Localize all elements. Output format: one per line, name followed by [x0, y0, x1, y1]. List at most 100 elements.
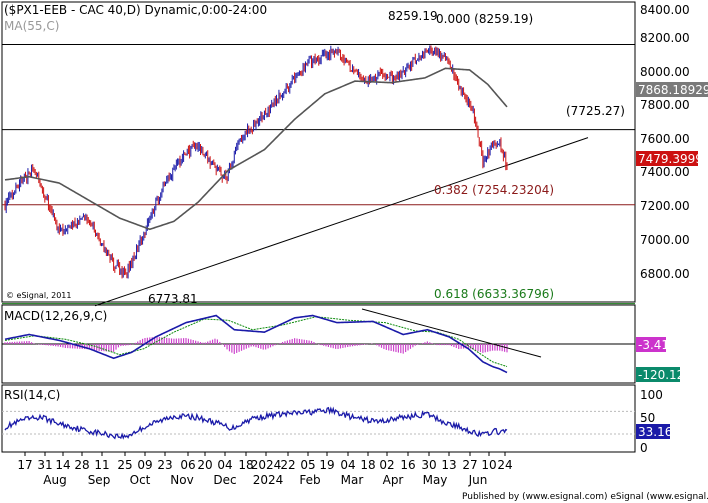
- macd-hist-336: [409, 344, 412, 349]
- macd-hist-330: [402, 344, 404, 354]
- macd-hist-362: [441, 344, 443, 346]
- macd-hist-408: [496, 344, 498, 351]
- macd-hist-94: [117, 344, 120, 348]
- candles: [4, 45, 508, 279]
- x-tick-16: 04: [340, 458, 355, 472]
- macd-hist-252: [308, 340, 310, 344]
- macd-hist-96: [120, 344, 122, 347]
- macd-hist-166: [204, 342, 206, 344]
- macd-hist-198: [243, 344, 245, 350]
- macd-hist-290: [354, 344, 356, 346]
- x-tick-14: 05: [300, 458, 315, 472]
- macd-hist-20: [28, 341, 30, 344]
- month-label-9: May: [423, 473, 448, 487]
- macd-hist-274: [335, 344, 337, 349]
- macd-hist-200: [245, 344, 247, 349]
- macd-trendline: [361, 308, 542, 358]
- price-tick-7600: 7600.00: [640, 132, 690, 146]
- macd-hist-216: [265, 344, 267, 350]
- macd-hist-34: [45, 344, 47, 346]
- macd-hist-234: [286, 340, 288, 344]
- macd-hist-110: [137, 341, 139, 344]
- macd-hist-410: [499, 344, 501, 351]
- macd-hist-192: [236, 344, 238, 353]
- macd-hist-386: [470, 344, 472, 349]
- annotation-low: 6773.81: [148, 292, 198, 306]
- macd-hist-360: [438, 344, 441, 346]
- rsi-tag: 33.16: [638, 425, 672, 439]
- macd-hist-2: [6, 342, 9, 344]
- x-tick-13: 22: [280, 458, 295, 472]
- rsi-tag-box: [636, 424, 670, 439]
- macd-hist-212: [260, 344, 262, 349]
- macd-hist-328: [400, 344, 402, 354]
- macd-hist-152: [187, 338, 190, 344]
- macd-hist-182: [224, 344, 226, 347]
- macd-hist-50: [64, 344, 66, 348]
- macd-hist-126: [156, 336, 158, 344]
- macd-hist-56: [71, 344, 74, 349]
- price-tick-6800: 6800.00: [640, 267, 690, 281]
- macd-hist-70: [88, 344, 91, 350]
- macd-hist-232: [284, 341, 286, 344]
- x-tick-11: 18: [238, 458, 253, 472]
- macd-hist-174: [214, 338, 216, 344]
- macd-hist-32: [43, 344, 45, 345]
- x-tick-1: 31: [37, 458, 52, 472]
- month-label-10: Jun: [468, 473, 488, 487]
- macd-hist-194: [238, 344, 240, 352]
- macd-hist-254: [310, 340, 313, 344]
- macd-hist-184: [226, 344, 228, 350]
- price-axis-labels: 8400.00 8200.00 8000.00 7800.00 7600.00 …: [640, 3, 690, 281]
- macd-hist-48: [62, 344, 64, 348]
- macd-hist-332: [405, 344, 407, 353]
- macd-hist-92: [115, 344, 117, 350]
- macd-hist-340: [414, 344, 416, 346]
- macd-hist-58: [74, 344, 76, 349]
- macd-hist-36: [47, 344, 50, 346]
- month-label-7: Mar: [341, 473, 364, 487]
- ma55-line: [4, 67, 508, 231]
- macd-hist-210: [257, 344, 260, 348]
- macd-hist-114: [141, 338, 144, 344]
- macd-hist-218: [267, 344, 269, 349]
- macd-hist-178: [219, 341, 221, 344]
- macd-hist-14: [21, 341, 23, 344]
- macd-hist-404: [491, 344, 494, 351]
- macd-hist-112: [139, 340, 141, 344]
- macd-hist-322: [392, 344, 395, 352]
- watermark: © eSignal, 2011: [6, 291, 71, 300]
- macd-hist-12: [18, 341, 21, 344]
- footer-text: Published by (www.esignal.com) eSignal (…: [462, 492, 708, 502]
- macd-hist-4: [9, 342, 11, 344]
- month-label-1: Sep: [88, 473, 111, 487]
- macd-hist-270: [330, 344, 332, 348]
- macd-hist-74: [93, 344, 95, 351]
- macd-hist-40: [52, 344, 54, 346]
- macd-hist-122: [151, 337, 153, 344]
- annotation-fib382: 0.382 (7254.23204): [434, 183, 554, 197]
- macd-hist-262: [320, 344, 322, 346]
- macd-hist-84: [105, 344, 107, 352]
- macd-hist-8: [14, 341, 16, 344]
- macd-hist-354: [431, 343, 433, 344]
- macd-hist-102: [127, 344, 129, 346]
- macd-hist-308: [376, 344, 378, 346]
- macd-hist-0: [4, 342, 6, 344]
- macd-hist-168: [207, 341, 209, 344]
- price-panel-frame: [1, 1, 636, 303]
- month-label-6: Feb: [299, 473, 320, 487]
- macd-hist-100: [125, 344, 127, 346]
- price-tick-8400: 8400.00: [640, 3, 690, 17]
- macd-hist-156: [192, 340, 194, 344]
- macd-tag: -120.12: [638, 368, 684, 382]
- macd-hist-66: [84, 344, 86, 350]
- x-tick-12: 2024: [251, 458, 282, 472]
- x-tick-8: 06: [180, 458, 195, 472]
- macd-hist-208: [255, 344, 257, 348]
- x-tick-4: 11: [94, 458, 109, 472]
- x-tick-10: 04: [217, 458, 232, 472]
- macd-hist-130: [161, 337, 163, 344]
